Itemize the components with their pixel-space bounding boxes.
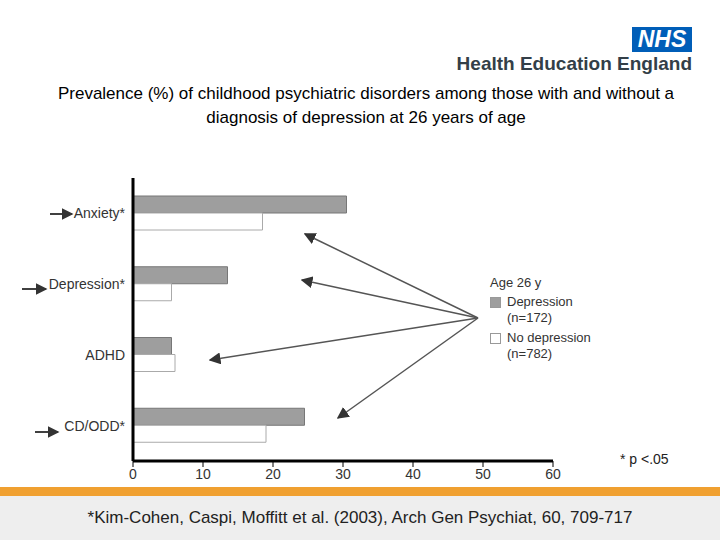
- svg-text:ADHD: ADHD: [85, 347, 125, 363]
- html-text:NHS: NHS: [637, 26, 687, 52]
- svg-text:CD/ODD*: CD/ODD*: [64, 418, 125, 434]
- svg-text:60: 60: [545, 466, 561, 482]
- svg-text:Depression*: Depression*: [49, 276, 126, 292]
- svg-text:0: 0: [129, 466, 137, 482]
- html-text:* p <.05: * p <.05: [620, 451, 669, 467]
- html-text:Age 26 y: Age 26 y: [490, 275, 542, 290]
- svg-text:30: 30: [335, 466, 351, 482]
- html-text:Prevalence (%) of childhood ps: Prevalence (%) of childhood psychiatric …: [57, 84, 674, 127]
- svg-text:40: 40: [405, 466, 421, 482]
- html-text:Health Education England: Health Education England: [456, 53, 692, 74]
- svg-text:20: 20: [265, 466, 281, 482]
- svg-text:10: 10: [195, 466, 211, 482]
- svg-text:Anxiety*: Anxiety*: [74, 205, 126, 221]
- html-text:*Kim-Cohen, Caspi, Moffitt et: *Kim-Cohen, Caspi, Moffitt et al. (2003)…: [87, 508, 633, 527]
- html-text:No depression (n=782): No depression (n=782): [507, 330, 591, 361]
- html-text:Depression (n=172): Depression (n=172): [507, 294, 573, 325]
- svg-text:50: 50: [475, 466, 491, 482]
